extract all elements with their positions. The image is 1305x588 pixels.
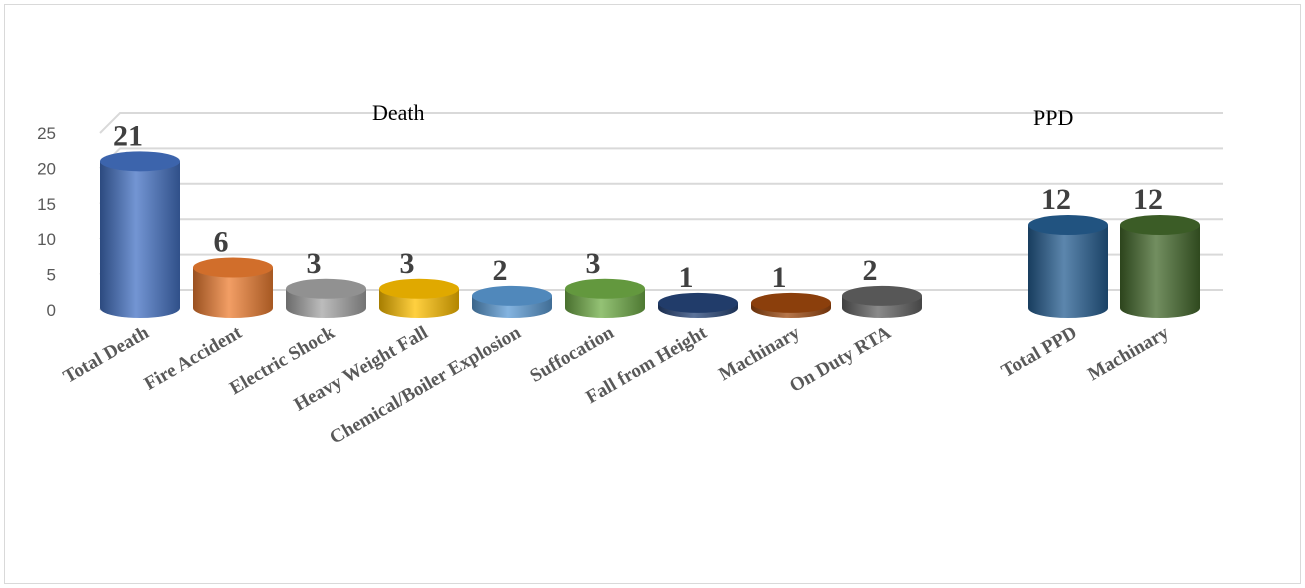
bar xyxy=(658,292,738,318)
data-label: 21 xyxy=(113,119,143,152)
bar-body xyxy=(1028,225,1108,318)
bars xyxy=(100,151,1200,318)
bar-top xyxy=(100,151,180,172)
data-label: 12 xyxy=(1133,183,1163,216)
y-axis-ticks: 0 5 10 15 20 25 xyxy=(37,124,56,320)
bar xyxy=(193,257,273,318)
bar-top xyxy=(1120,215,1200,236)
bar xyxy=(842,285,922,318)
bar xyxy=(379,278,459,318)
category-label: On Duty RTA xyxy=(786,322,895,397)
group-title: Death xyxy=(372,100,425,125)
y-tick-label: 25 xyxy=(37,124,56,143)
bar-top xyxy=(751,292,831,313)
bar xyxy=(751,292,831,318)
data-label: 3 xyxy=(586,247,601,280)
bar xyxy=(1120,215,1200,318)
data-label: 1 xyxy=(772,261,787,294)
data-label: 2 xyxy=(493,254,508,287)
bar xyxy=(565,278,645,318)
bar-top xyxy=(472,285,552,306)
bar xyxy=(286,278,366,318)
bar-top xyxy=(286,278,366,299)
gridline xyxy=(99,112,1223,134)
bar-top xyxy=(658,292,738,313)
bar-top xyxy=(842,285,922,306)
bar-body xyxy=(193,267,273,318)
category-label: Total Death xyxy=(60,322,153,388)
data-label: 12 xyxy=(1041,183,1071,216)
gridline xyxy=(99,147,1223,170)
bar-top xyxy=(193,257,273,278)
y-tick-label: 0 xyxy=(47,301,56,320)
bar-top xyxy=(565,278,645,299)
data-label: 3 xyxy=(307,247,322,280)
data-label: 6 xyxy=(214,226,229,259)
bar xyxy=(100,151,180,318)
category-label: Total PPD xyxy=(998,322,1081,382)
y-tick-label: 5 xyxy=(47,266,56,285)
data-label: 1 xyxy=(679,261,694,294)
bar xyxy=(1028,215,1108,318)
data-label: 2 xyxy=(863,254,878,287)
bar-top xyxy=(379,278,459,299)
y-tick-label: 20 xyxy=(37,159,56,178)
y-tick-label: 15 xyxy=(37,195,56,214)
group-titles: Death PPD xyxy=(372,100,1073,130)
category-label: Machinary xyxy=(1084,322,1173,385)
y-tick-label: 10 xyxy=(37,230,56,249)
bar-top xyxy=(1028,215,1108,236)
bar-body xyxy=(1120,225,1200,318)
bar xyxy=(472,285,552,318)
bar-body xyxy=(100,161,180,318)
group-title: PPD xyxy=(1033,105,1073,130)
data-label: 3 xyxy=(400,247,415,280)
